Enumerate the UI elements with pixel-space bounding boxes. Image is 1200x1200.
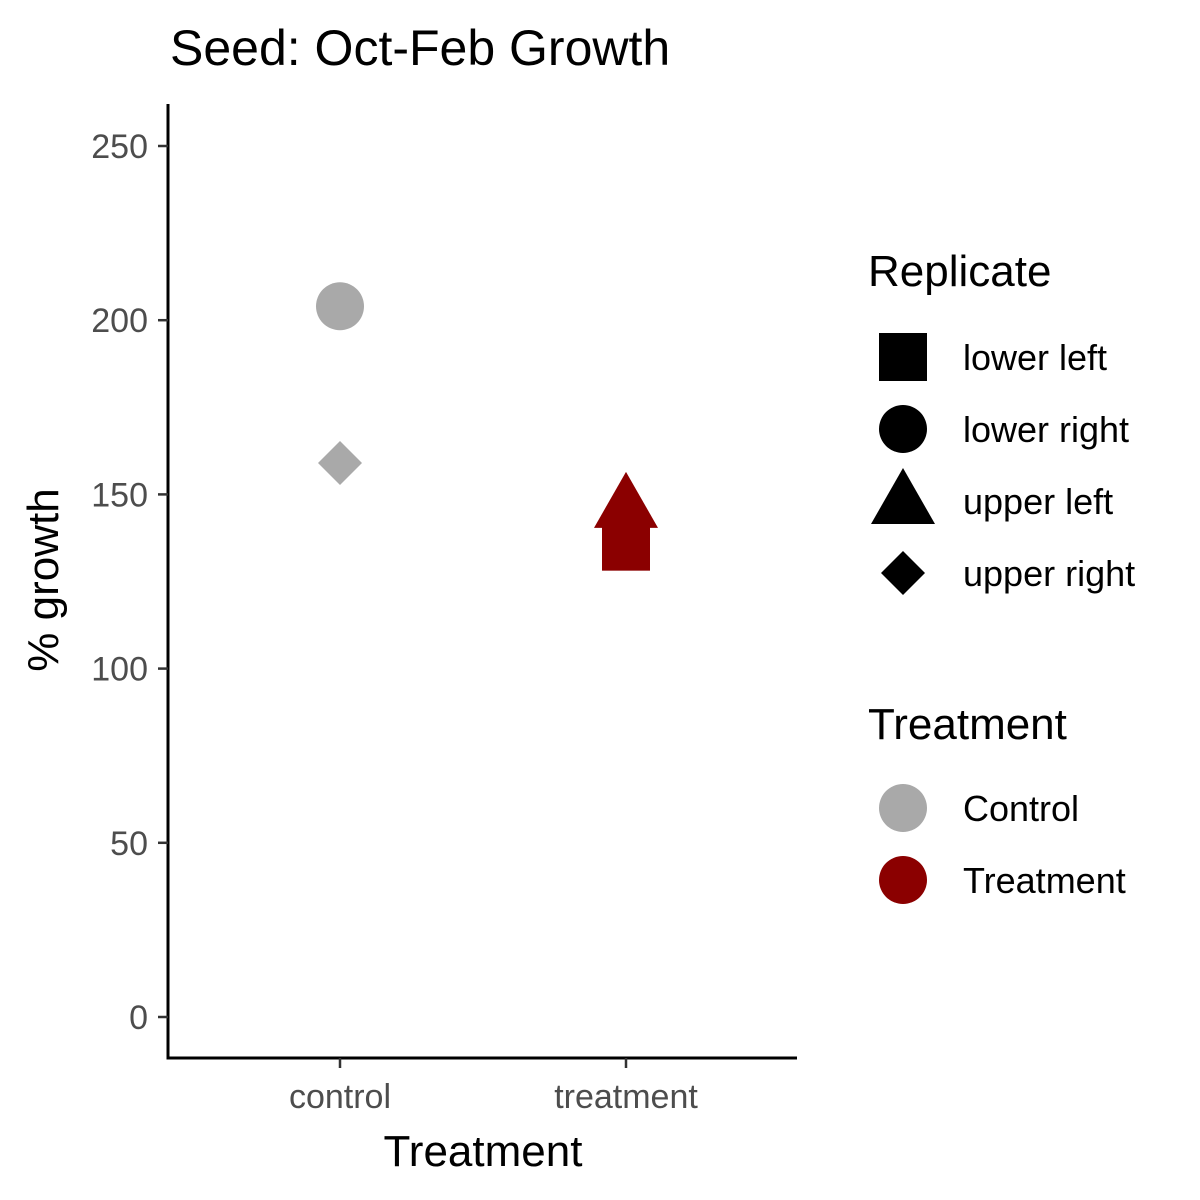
- legend-key-circle: [879, 405, 927, 453]
- legend-key-color: [879, 784, 927, 832]
- data-point-triangle: [594, 471, 658, 528]
- y-tick-label: 250: [91, 128, 148, 166]
- x-tick-label: treatment: [554, 1078, 698, 1116]
- y-tick-label: 150: [91, 476, 148, 514]
- x-axis-label: Treatment: [384, 1127, 583, 1176]
- legend-key-color: [879, 856, 927, 904]
- legend-label: Treatment: [963, 860, 1126, 901]
- data-point-circle: [316, 282, 364, 331]
- axes: 0 50 100 150 200 250 control treatment: [91, 104, 797, 1116]
- chart-title: Seed: Oct-Feb Growth: [170, 20, 670, 76]
- legend-label: lower left: [963, 337, 1107, 378]
- y-axis-label: % growth: [19, 488, 68, 671]
- y-tick-label: 50: [110, 825, 148, 863]
- data-point-square: [602, 522, 650, 571]
- legend-key-square: [879, 333, 927, 381]
- x-tick-label: control: [289, 1078, 391, 1116]
- legend-label: upper left: [963, 481, 1113, 522]
- legend-title: Treatment: [868, 700, 1067, 749]
- data-points: [316, 282, 658, 571]
- y-tick-label: 0: [129, 999, 148, 1037]
- y-tick-label: 200: [91, 302, 148, 340]
- legend-label: lower right: [963, 409, 1129, 450]
- data-point-diamond: [318, 441, 362, 486]
- legend-label: Control: [963, 788, 1079, 829]
- y-tick-label: 100: [91, 651, 148, 689]
- legend-title: Replicate: [868, 247, 1051, 296]
- legend-label: upper right: [963, 553, 1135, 594]
- legend: Replicate lower left lower right upper left…: [868, 247, 1135, 904]
- legend-key-diamond: [881, 551, 925, 595]
- legend-key-triangle: [871, 468, 935, 524]
